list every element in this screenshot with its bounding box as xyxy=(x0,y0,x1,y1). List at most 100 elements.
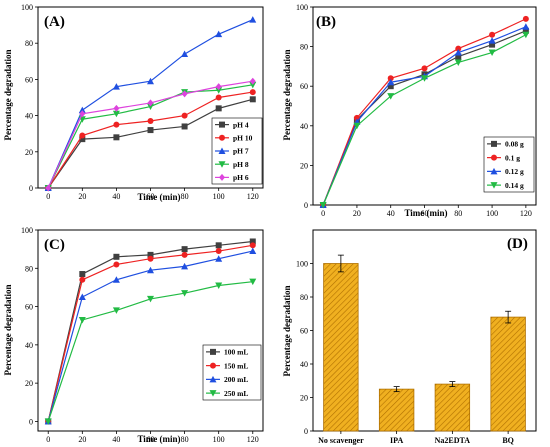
y-tick-label: 0 xyxy=(29,184,33,193)
data-point xyxy=(113,253,120,260)
data-point xyxy=(522,27,529,34)
data-point xyxy=(79,271,86,278)
data-point xyxy=(215,94,222,101)
legend-marker xyxy=(209,390,217,397)
data-point xyxy=(181,90,188,98)
data-point xyxy=(522,23,530,30)
data-point xyxy=(113,104,120,112)
legend-marker xyxy=(218,147,226,154)
bar xyxy=(490,316,526,432)
legend-label: 0.08 g xyxy=(505,140,524,149)
panel-c-ylabel: Percentage degradation xyxy=(3,284,13,375)
x-tick-label: 100 xyxy=(213,435,225,444)
data-point xyxy=(79,132,86,139)
y-tick-label: 80 xyxy=(25,39,33,48)
legend-label: 0.12 g xyxy=(505,167,524,176)
data-point xyxy=(455,53,462,60)
y-tick-label: 60 xyxy=(300,82,308,91)
data-point xyxy=(112,110,120,118)
data-point xyxy=(421,75,428,82)
data-point xyxy=(215,83,222,91)
data-point xyxy=(215,242,222,249)
data-point xyxy=(147,103,154,111)
y-tick-label: 60 xyxy=(25,75,33,84)
data-point xyxy=(215,282,223,290)
legend-label: 0.1 g xyxy=(505,153,520,162)
y-tick-label: 20 xyxy=(300,161,308,170)
x-tick-label: 20 xyxy=(78,192,86,201)
x-tick-label: 60 xyxy=(147,192,155,201)
x-tick-label: 80 xyxy=(454,209,462,218)
data-point xyxy=(489,41,496,48)
panel-b: (B) Time (min) Percentage degradation 0 2… xyxy=(282,3,537,218)
data-point xyxy=(249,238,256,245)
data-point xyxy=(113,261,120,268)
legend-label: 200 mL xyxy=(224,375,248,384)
x-tick-label: 100 xyxy=(213,192,225,201)
data-point xyxy=(181,50,189,58)
data-point xyxy=(147,255,154,262)
x-tick-label: 40 xyxy=(387,209,395,218)
legend-marker xyxy=(219,173,225,181)
legend-label: 100 mL xyxy=(224,348,248,357)
y-tick-label: 20 xyxy=(300,394,308,403)
panel-b-xlabel: Time (min) xyxy=(404,208,447,218)
legend-label: 250 mL xyxy=(224,389,248,398)
legend-marker xyxy=(491,140,497,147)
x-tick-label: 40 xyxy=(112,435,120,444)
data-point xyxy=(147,77,154,85)
panel-a-label: (A) xyxy=(44,14,65,30)
panel-c-label: (C) xyxy=(44,237,65,253)
x-tick-label: 80 xyxy=(181,192,189,201)
data-point xyxy=(455,45,462,52)
y-tick-label: 100 xyxy=(21,226,33,235)
legend-marker xyxy=(490,167,498,175)
data-point xyxy=(44,418,52,425)
panel-a: (A) Time (min) Percentage degradation 0 2… xyxy=(3,3,264,202)
data-point xyxy=(78,316,86,324)
y-tick-label: 40 xyxy=(300,360,308,369)
data-point xyxy=(522,31,530,39)
x-tick-label: 0 xyxy=(46,435,50,444)
x-tick-label: 100 xyxy=(486,209,498,218)
legend-marker xyxy=(490,182,498,189)
data-point xyxy=(215,87,223,94)
data-point xyxy=(215,105,222,112)
legend-label: pH 8 xyxy=(233,160,249,169)
data-point xyxy=(147,266,154,274)
data-point xyxy=(249,16,257,23)
data-point xyxy=(181,262,189,270)
x-tick-label: 0 xyxy=(46,192,50,201)
data-point xyxy=(421,65,428,72)
panel-d-ylabel: Percentage degradation xyxy=(282,285,292,376)
data-point xyxy=(112,276,120,283)
data-point xyxy=(488,49,496,57)
data-point xyxy=(454,59,462,66)
y-tick-label: 100 xyxy=(21,3,33,12)
category-label: No scavenger xyxy=(318,436,364,445)
y-tick-label: 100 xyxy=(296,260,308,269)
y-tick-label: 40 xyxy=(25,112,33,121)
legend-marker xyxy=(210,348,216,355)
data-point xyxy=(112,307,120,314)
data-point xyxy=(489,31,496,38)
data-point xyxy=(147,99,154,107)
legend-marker xyxy=(219,121,225,128)
x-tick-label: 40 xyxy=(112,192,120,201)
data-point xyxy=(387,83,394,90)
bar xyxy=(323,263,359,432)
x-tick-label: 0 xyxy=(321,209,325,218)
y-tick-label: 40 xyxy=(25,341,33,350)
data-point xyxy=(147,127,154,134)
category-label: BQ xyxy=(502,436,514,445)
y-tick-label: 60 xyxy=(300,327,308,336)
data-point xyxy=(215,30,223,38)
data-point xyxy=(78,106,86,114)
data-point xyxy=(249,278,257,286)
legend-label: pH 10 xyxy=(233,134,253,143)
data-point xyxy=(113,121,120,128)
data-point xyxy=(147,251,154,258)
legend-marker xyxy=(219,134,225,141)
data-point xyxy=(319,202,327,209)
data-point xyxy=(353,122,361,130)
